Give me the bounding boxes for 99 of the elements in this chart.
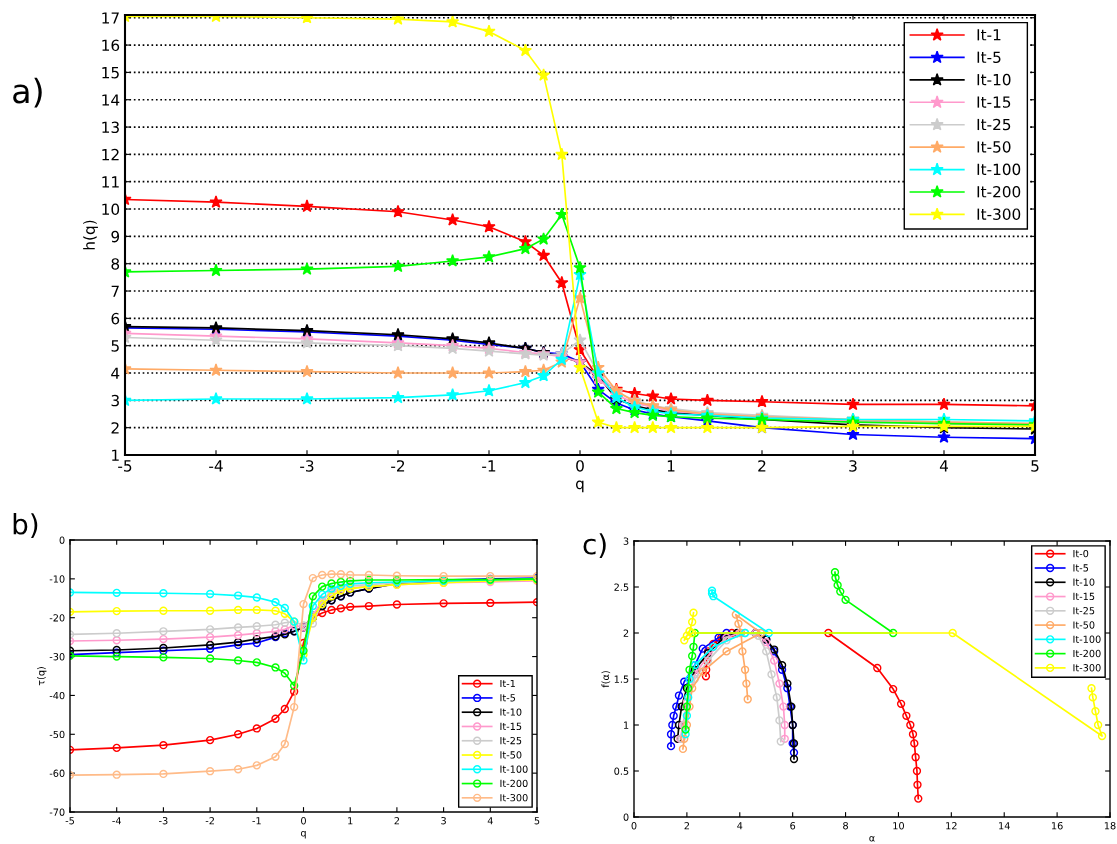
text: c) [583, 533, 606, 558]
y-tick-label: 4 [111, 367, 120, 379]
x-tick-label: 14 [999, 822, 1010, 830]
x-tick-label: -5 [65, 817, 74, 825]
legend-label: It-0 [1073, 549, 1089, 558]
y-tick-label: 2.5 [614, 583, 629, 591]
x-tick-label: -3 [300, 460, 314, 472]
y-tick-label: 2 [623, 629, 629, 637]
y-tick-label: 9 [111, 230, 120, 243]
x-tick-label: 3 [441, 817, 446, 825]
x-tick-label: -1 [252, 817, 261, 825]
text: b) [13, 513, 38, 538]
x-tick-label: 2 [684, 822, 690, 830]
legend-label: It-300 [1073, 664, 1101, 672]
y-tick-label: 8 [111, 258, 120, 270]
x-axis-title: q [575, 480, 584, 493]
legend-label: It-200 [500, 779, 528, 788]
legend-label: It-50 [500, 751, 522, 759]
y-axis-title: τ(q) [37, 667, 47, 686]
legend-label: It-5 [1073, 564, 1089, 572]
x-tick-label: -1 [482, 460, 496, 472]
legend-label: It-25 [977, 118, 1011, 131]
y-tick-label: 2 [111, 422, 119, 434]
y-tick-label: 14 [102, 94, 120, 106]
legend-label: It-25 [1073, 607, 1095, 615]
legend-label: It-50 [977, 141, 1011, 153]
x-tick-label: 12 [946, 822, 957, 830]
x-tick-label: -3 [159, 817, 168, 825]
y-axis-title: h(q) [83, 220, 98, 250]
x-tick-label: 4 [487, 817, 493, 825]
x-tick-label: 0 [631, 822, 637, 830]
legend-label: It-100 [1073, 635, 1101, 643]
x-tick-label: -4 [209, 460, 223, 472]
y-tick-label: 15 [102, 67, 119, 79]
y-axis-title: f(α) [601, 671, 611, 688]
legend-label: It-100 [500, 765, 528, 773]
x-tick-label: 4 [737, 822, 743, 830]
y-tick-label: -70 [49, 808, 65, 816]
legend-label: It-25 [500, 736, 522, 745]
legend-label: It-15 [500, 722, 522, 731]
text: a) [13, 77, 42, 108]
x-tick-label: 2 [758, 460, 766, 472]
y-tick-label: 3 [111, 394, 119, 407]
x-tick-label: -5 [118, 460, 132, 472]
y-tick-label: 10 [102, 203, 120, 216]
x-tick-label: -2 [205, 817, 214, 825]
legend-label: It-5 [500, 694, 516, 702]
x-tick-label: 5 [1031, 460, 1039, 472]
legend-label: It-100 [977, 163, 1021, 176]
legend-label: It-10 [977, 73, 1011, 86]
y-tick-label: 0.5 [614, 767, 629, 775]
y-tick-label: -20 [49, 614, 65, 622]
legend-label: It-50 [1073, 621, 1095, 629]
legend-label: It-10 [500, 708, 522, 716]
x-axis-title: α [869, 836, 875, 842]
y-tick-label: -30 [49, 653, 65, 661]
legend-label: It-300 [977, 208, 1021, 220]
x-tick-label: 5 [534, 817, 540, 825]
x-tick-label: 18 [1104, 822, 1116, 830]
x-tick-label: -2 [391, 460, 405, 472]
x-tick-label: 1 [667, 460, 675, 472]
x-tick-label: 0 [576, 460, 584, 472]
x-tick-label: 2 [394, 817, 400, 825]
x-tick-label: 0 [301, 817, 306, 825]
y-tick-label: 16 [102, 39, 120, 52]
y-tick-label: 3 [623, 537, 629, 545]
y-tick-label: 13 [102, 121, 119, 134]
y-tick-label: 1 [112, 449, 119, 461]
x-tick-label: 1 [348, 817, 353, 825]
x-tick-label: 10 [893, 822, 904, 830]
legend-label: It-5 [977, 51, 1001, 63]
legend-label: It-200 [977, 185, 1021, 198]
x-tick-label: -4 [112, 817, 121, 825]
x-tick-label: 8 [843, 822, 848, 830]
y-tick-label: 6 [111, 312, 120, 325]
y-tick-label: 11 [102, 176, 119, 188]
y-tick-label: 1.5 [614, 675, 629, 683]
x-tick-label: 4 [939, 460, 948, 472]
y-tick-label: 0 [59, 536, 65, 544]
x-tick-label: 16 [1051, 822, 1063, 830]
legend-label: It-1 [977, 29, 1001, 41]
legend-label: It-10 [1073, 578, 1095, 586]
y-tick-label: -10 [49, 575, 65, 583]
y-tick-label: 1 [624, 721, 629, 729]
y-tick-label: 5 [111, 340, 119, 352]
y-tick-label: -50 [49, 730, 65, 739]
x-axis-title: q [300, 830, 306, 839]
y-tick-label: -40 [49, 691, 65, 700]
y-tick-label: 7 [111, 285, 119, 297]
legend-label: It-1 [500, 679, 515, 688]
legend-label: It-300 [500, 794, 528, 802]
legend-label: It-15 [1073, 592, 1095, 601]
legend-label: It-15 [977, 96, 1011, 108]
x-tick-label: 3 [849, 460, 857, 472]
x-tick-label: 6 [790, 822, 796, 830]
legend-label: It-200 [1073, 649, 1101, 658]
y-tick-label: 17 [102, 12, 119, 24]
y-tick-label: 12 [102, 148, 119, 161]
y-tick-label: -60 [49, 769, 65, 777]
